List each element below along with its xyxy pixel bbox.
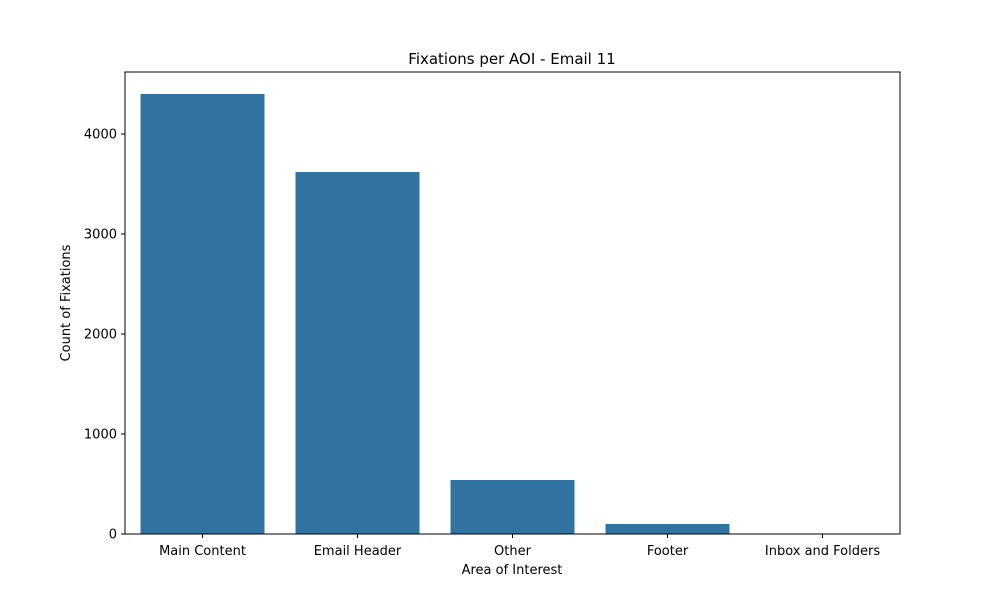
x-axis: Main Content Email Header Other Footer Inbox… xyxy=(159,534,880,559)
plot-frame xyxy=(124,71,901,535)
bar-email-header xyxy=(295,172,420,534)
y-tick-label: 3000 xyxy=(84,228,117,243)
x-tick-label: Email Header xyxy=(314,544,402,559)
y-axis-label: Count of Fixations xyxy=(59,244,74,361)
y-tick-label: 2000 xyxy=(84,328,117,343)
y-tick-label: 4000 xyxy=(84,128,117,143)
x-tick-label: Other xyxy=(494,544,532,559)
bar-footer xyxy=(605,524,730,534)
bar-main-content xyxy=(140,94,265,534)
bars-group xyxy=(140,94,885,534)
bar-other xyxy=(450,480,575,534)
x-axis-label: Area of Interest xyxy=(462,563,563,578)
y-tick-label: 1000 xyxy=(84,428,117,443)
y-tick-label: 0 xyxy=(109,528,117,543)
x-tick-label: Footer xyxy=(647,544,689,559)
x-tick-label: Main Content xyxy=(159,544,246,559)
y-axis: 0 1000 2000 3000 4000 xyxy=(84,128,125,543)
x-tick-label: Inbox and Folders xyxy=(765,544,880,559)
chart-title: Fixations per AOI - Email 11 xyxy=(408,50,615,68)
